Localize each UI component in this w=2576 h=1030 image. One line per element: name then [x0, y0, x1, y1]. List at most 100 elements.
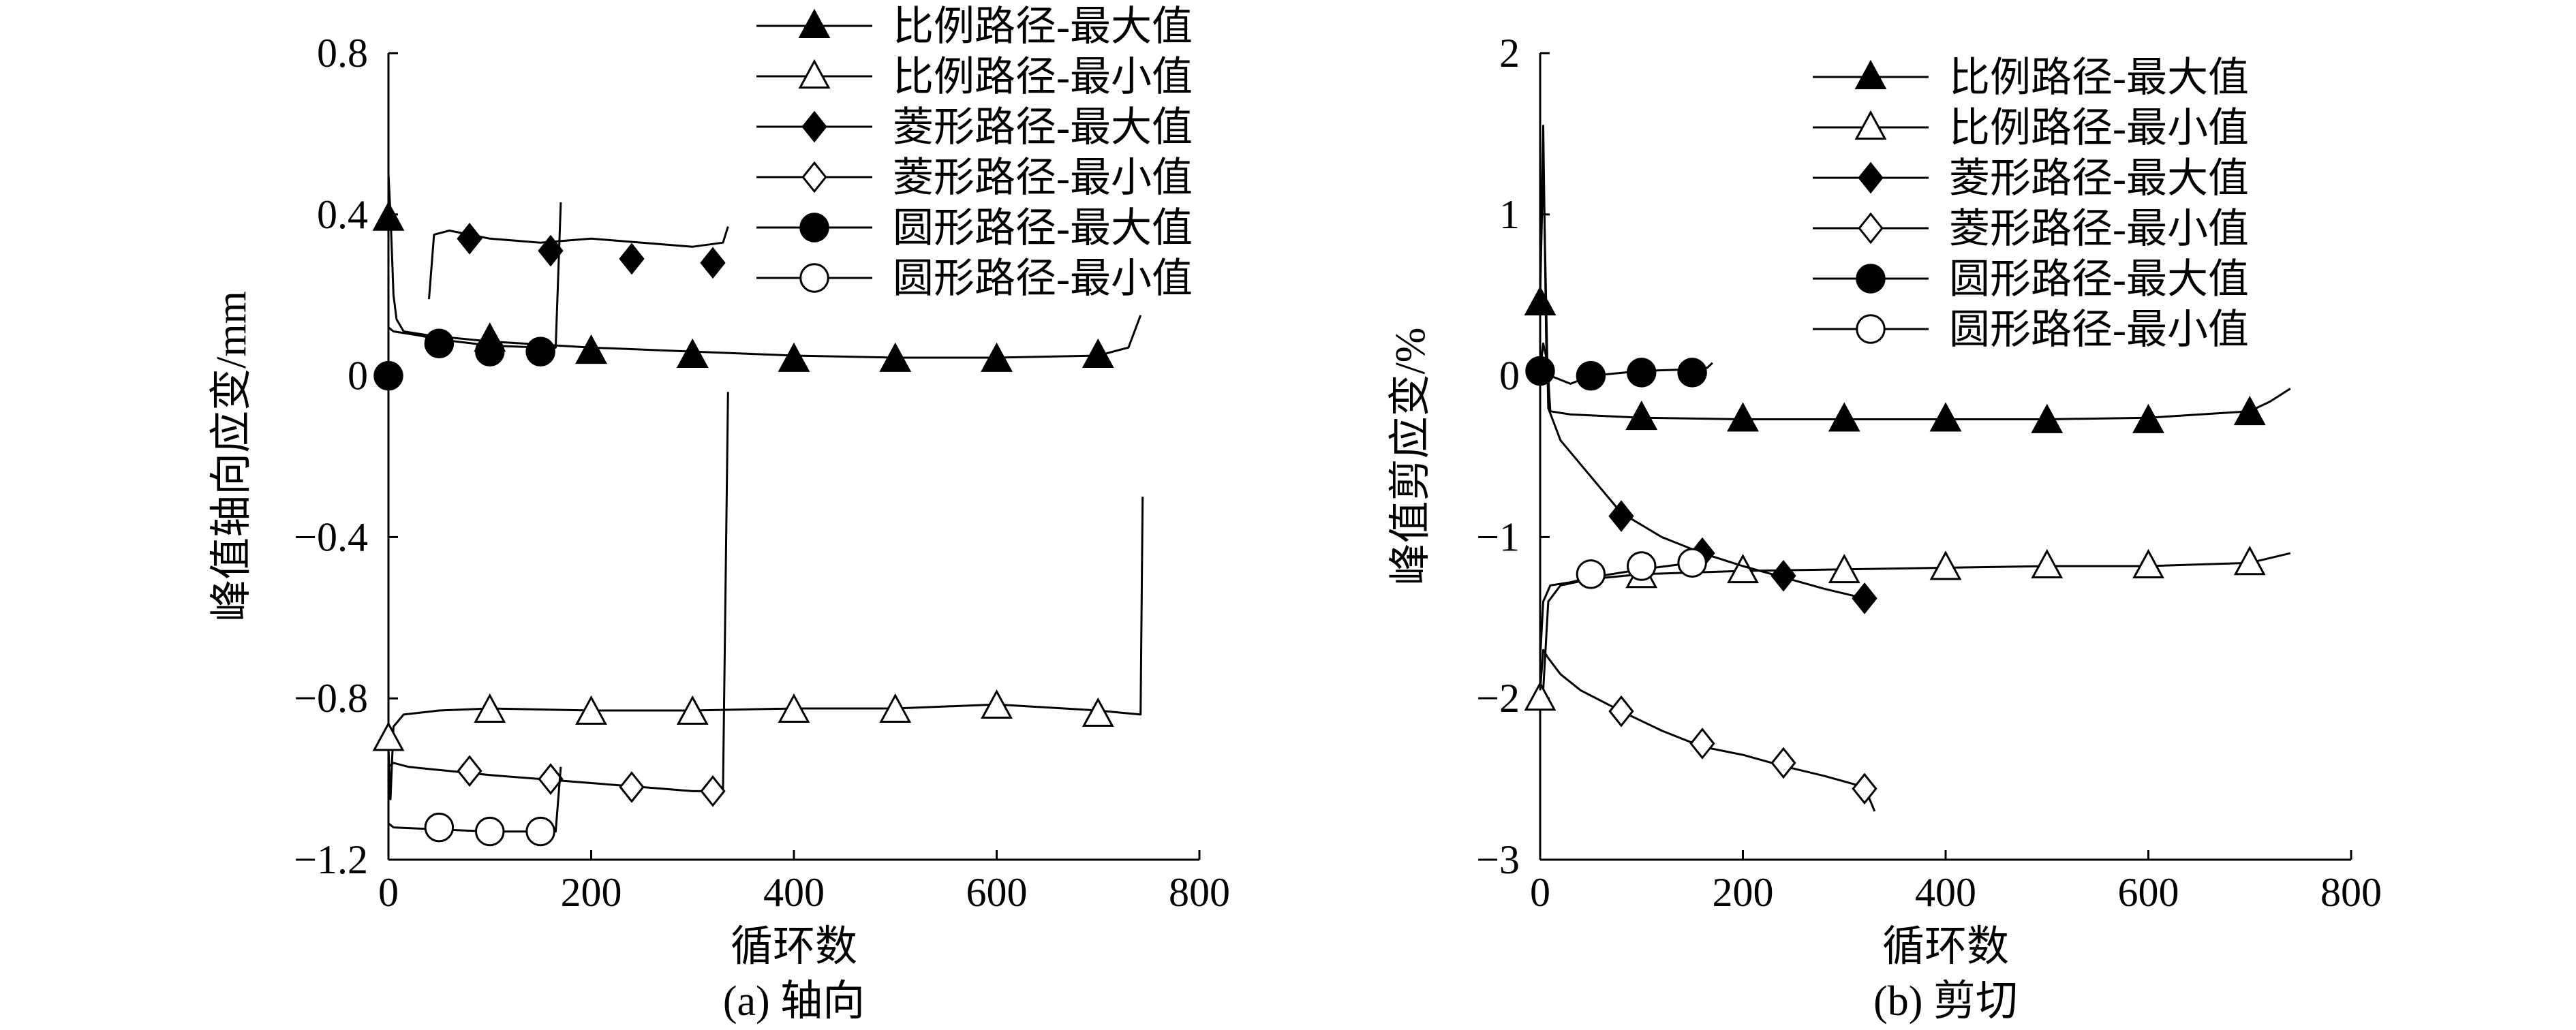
circle-marker [475, 816, 505, 847]
legend-label: 比例路径-最大值 [1949, 55, 2249, 100]
series-line [1539, 157, 1875, 603]
triangle-marker [1082, 338, 1114, 368]
legend: 比例路径-最大值比例路径-最小值菱形路径-最大值菱形路径-最小值圆形路径-最大值… [1813, 55, 2249, 352]
series-1 [1524, 546, 2291, 711]
series-4 [1525, 342, 1713, 391]
circle-marker [1525, 356, 1555, 386]
legend-label: 菱形路径-最大值 [1949, 156, 2249, 201]
series-1 [372, 497, 1144, 800]
x-tick-label: 200 [561, 870, 622, 915]
legend: 比例路径-最大值比例路径-最小值菱形路径-最大值菱形路径-最小值圆形路径-最大值… [756, 4, 1193, 301]
x-tick-label: 400 [763, 870, 825, 915]
legend-diamond-marker [801, 161, 827, 193]
legend-label: 比例路径-最小值 [893, 54, 1193, 99]
x-tick-label: 600 [2118, 870, 2179, 915]
circle-marker [475, 337, 505, 366]
y-tick-label: −0.4 [294, 514, 368, 559]
diamond-marker [1608, 695, 1634, 728]
circle-marker [1576, 360, 1606, 391]
series-line [428, 226, 729, 300]
diamond-marker [1770, 747, 1796, 779]
legend-triangle-marker [798, 59, 831, 89]
legend-circle-marker [1856, 264, 1886, 294]
legend-triangle-marker [1854, 59, 1887, 89]
legend-diamond-marker [1858, 212, 1884, 245]
y-tick-label: 0.8 [317, 31, 368, 76]
legend-triangle-marker [1854, 110, 1887, 140]
diamond-marker [1852, 582, 1877, 614]
triangle-marker [1828, 402, 1860, 432]
triangle-marker [575, 334, 607, 364]
triangle-marker [879, 693, 912, 723]
triangle-marker [2031, 548, 2064, 579]
diamond-marker [1608, 500, 1634, 532]
triangle-marker [1727, 402, 1759, 432]
triangle-marker [778, 693, 810, 723]
triangle-marker [1625, 401, 1658, 431]
triangle-marker [2233, 546, 2266, 576]
legend-diamond-marker [1858, 161, 1884, 194]
diamond-marker [619, 771, 645, 803]
triangle-marker [1524, 285, 1557, 316]
triangle-marker [1082, 697, 1114, 727]
y-axis-label: 峰值剪应变/% [1387, 328, 1434, 586]
triangle-marker [1828, 553, 1860, 584]
y-tick-label: −2 [1476, 676, 1520, 721]
y-tick-label: −1.2 [294, 837, 368, 882]
x-axis-label: 循环数 [731, 924, 857, 970]
diamond-marker [1852, 772, 1877, 805]
chart-panel-0: 0 200 400 600 800 −1.2 −0.8 −0.4 0 0.4 0.8 循环数 峰值轴向应… [209, 4, 1230, 1025]
legend-diamond-marker [801, 110, 827, 143]
triangle-marker [2132, 403, 2164, 433]
series-5 [1539, 548, 1708, 659]
series-4 [373, 202, 562, 391]
legend-label: 菱形路径-最大值 [893, 105, 1193, 150]
circle-marker [1627, 551, 1657, 581]
x-tick-label: 0 [378, 870, 399, 915]
legend-label: 圆形路径-最大值 [1949, 257, 2249, 302]
triangle-marker [1524, 681, 1557, 711]
series-3 [388, 392, 729, 807]
x-tick-label: 0 [1530, 870, 1550, 915]
circle-marker [1627, 358, 1657, 388]
y-tick-label: −3 [1476, 837, 1520, 882]
y-tick-label: 0 [1499, 354, 1520, 399]
series-line [1539, 552, 2291, 699]
legend-label: 比例路径-最小值 [1949, 106, 2249, 151]
triangle-marker [2132, 548, 2164, 579]
legend-triangle-marker [798, 8, 831, 38]
diamond-marker [700, 247, 726, 279]
diamond-marker [1689, 728, 1715, 760]
triangle-marker [575, 695, 607, 725]
x-tick-label: 600 [966, 870, 1028, 915]
x-axis-label: 循环数 [1882, 924, 2009, 970]
legend-circle-marker [799, 213, 829, 243]
triangle-marker [676, 695, 709, 725]
legend-circle-marker [799, 263, 829, 293]
series-3 [1539, 649, 1877, 812]
y-tick-label: 1 [1499, 192, 1520, 237]
x-tick-label: 400 [1915, 870, 1976, 915]
circle-marker [373, 360, 403, 391]
y-tick-label: −0.8 [294, 676, 368, 721]
series-line [388, 202, 562, 349]
diamond-marker [1770, 559, 1796, 592]
circle-marker [525, 337, 555, 366]
triangle-marker [981, 342, 1013, 372]
diamond-marker [700, 775, 726, 807]
legend-label: 圆形路径-最大值 [893, 206, 1193, 251]
triangle-marker [2031, 403, 2064, 433]
circle-marker [1677, 358, 1707, 388]
chart-panel-1: 0 200 400 600 800 −3 −2 −1 0 1 2 循环数 峰值剪应变/% (b) 剪切 比例… [1387, 31, 2382, 1025]
series-line [1539, 649, 1876, 812]
triangle-marker [981, 689, 1013, 719]
y-tick-label: 2 [1499, 31, 1520, 76]
y-tick-label: 0 [348, 354, 368, 399]
legend-label: 圆形路径-最小值 [1949, 307, 2249, 352]
series-line [387, 497, 1144, 800]
circle-marker [1677, 548, 1707, 578]
legend-label: 菱形路径-最小值 [1949, 206, 2249, 251]
triangle-marker [372, 721, 405, 751]
diamond-marker [457, 755, 482, 787]
